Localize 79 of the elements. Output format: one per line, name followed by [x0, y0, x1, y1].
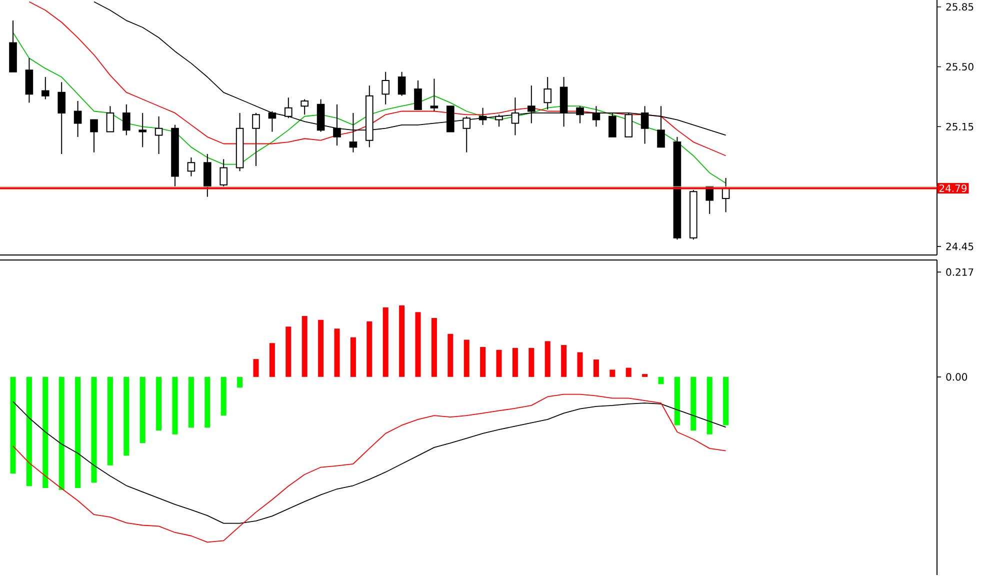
bar	[512, 348, 518, 377]
bar	[172, 376, 178, 434]
bar	[496, 350, 502, 377]
candlestick	[576, 106, 584, 124]
bar	[544, 341, 550, 377]
bar	[448, 334, 454, 377]
candlestick	[42, 76, 50, 100]
bar	[91, 376, 97, 483]
candlestick	[220, 158, 228, 188]
bar	[10, 376, 16, 474]
candlestick	[252, 112, 260, 167]
candlestick	[528, 85, 536, 124]
y-tick-label: 0.00	[946, 373, 968, 381]
bar	[561, 345, 567, 377]
candlestick	[154, 116, 163, 155]
y-tick-label: 25.15	[946, 122, 974, 130]
candlestick	[74, 100, 82, 138]
candlestick	[187, 156, 196, 177]
candlestick	[592, 106, 600, 128]
bar	[124, 376, 130, 456]
y-tick-label: 24.45	[946, 242, 974, 250]
candlestick	[382, 71, 390, 105]
line-series	[12, 394, 726, 543]
bar	[528, 348, 534, 377]
candlestick	[58, 82, 66, 155]
bar	[107, 376, 113, 466]
bar	[75, 376, 81, 488]
bar	[269, 343, 275, 377]
bar	[188, 376, 194, 428]
candlestick	[138, 112, 147, 148]
candlestick	[204, 154, 212, 198]
bar	[42, 376, 48, 488]
y-tick-label: 25.50	[946, 62, 974, 71]
bar	[431, 318, 437, 377]
bar	[642, 374, 648, 377]
bar	[334, 328, 340, 377]
candlestick	[430, 78, 438, 112]
bar	[464, 340, 470, 377]
bar	[58, 376, 64, 490]
bar	[480, 346, 486, 377]
bar	[220, 376, 226, 416]
candlestick	[544, 76, 552, 110]
bar	[302, 316, 308, 377]
bar	[204, 376, 210, 428]
bar	[382, 307, 388, 377]
candlestick	[300, 98, 309, 116]
candlestick	[25, 58, 34, 104]
bar	[593, 360, 599, 377]
bar	[237, 376, 243, 388]
bar	[350, 337, 356, 377]
bar	[286, 326, 292, 377]
bar	[366, 321, 372, 377]
bar	[140, 376, 146, 444]
candlestick	[478, 107, 487, 126]
candlestick	[284, 97, 292, 119]
bar	[658, 376, 664, 384]
bar	[399, 305, 405, 377]
bar	[156, 376, 162, 431]
ref-line-label: 24.79	[939, 184, 967, 192]
bar	[706, 376, 712, 434]
candlestick	[398, 71, 406, 96]
candlestick	[122, 104, 130, 136]
bar	[318, 320, 324, 377]
candlestick	[414, 80, 422, 110]
bar	[626, 368, 632, 377]
candlestick	[268, 110, 276, 132]
candlestick	[90, 119, 98, 153]
candlestick	[495, 114, 503, 128]
bar	[26, 376, 32, 486]
bar	[253, 359, 259, 377]
bar	[577, 352, 583, 377]
bar	[610, 370, 616, 377]
bar	[415, 312, 421, 377]
bar	[723, 376, 729, 426]
bar	[674, 376, 680, 426]
y-tick-label: 25.85	[946, 3, 974, 11]
bar	[690, 376, 696, 431]
y-tick-label: 0.217	[946, 268, 974, 276]
candlestick	[106, 106, 114, 132]
